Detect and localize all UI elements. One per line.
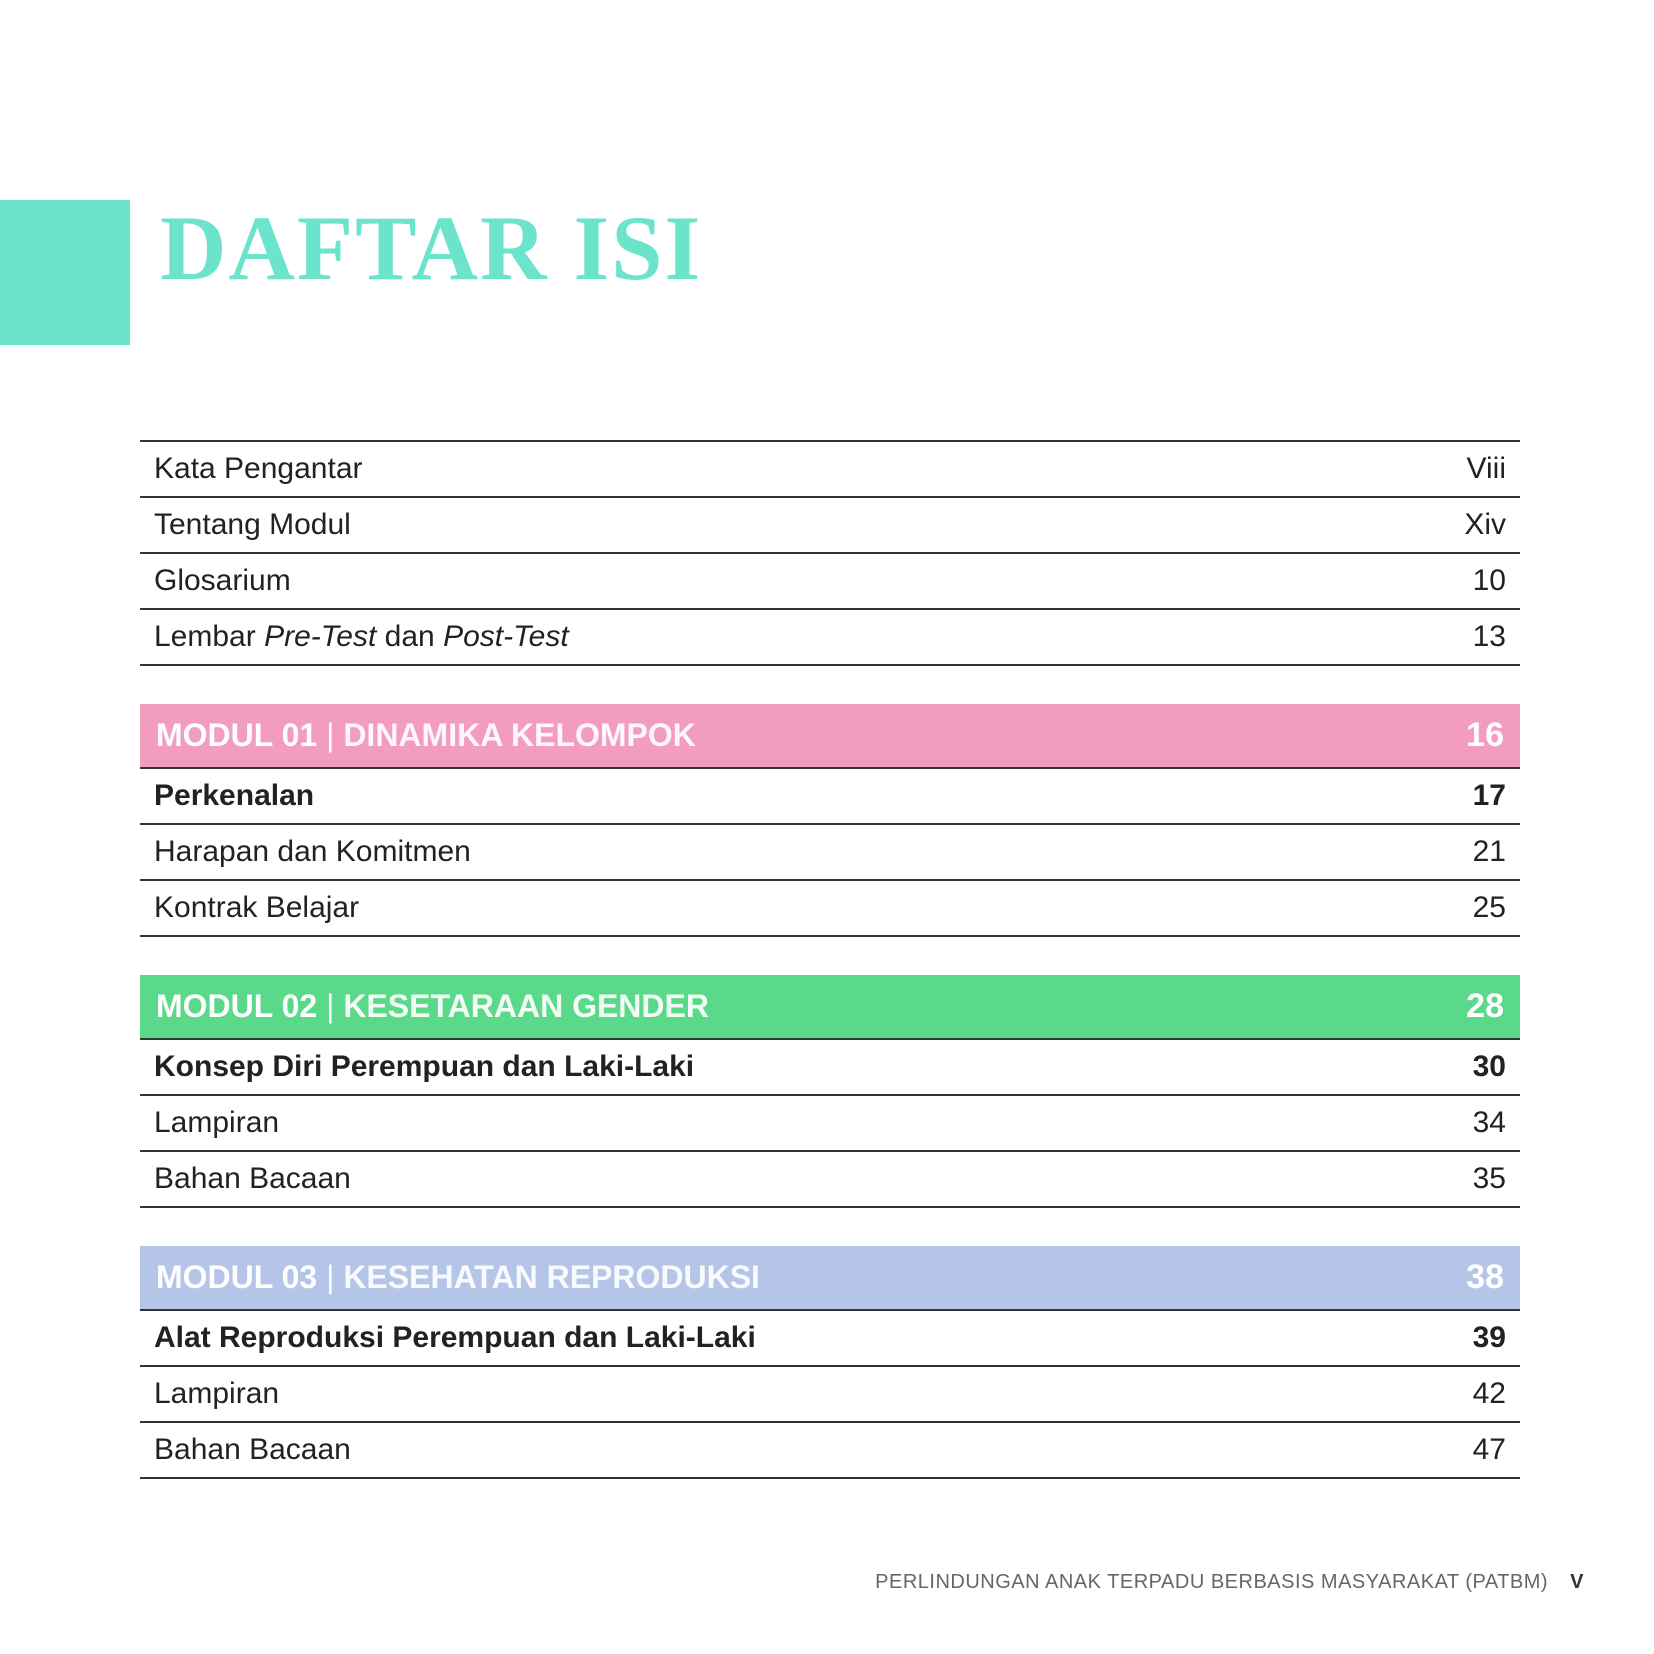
toc-row: Harapan dan Komitmen 21: [140, 823, 1520, 881]
toc-page: 13: [1473, 620, 1506, 654]
separator: |: [326, 1259, 343, 1295]
toc-label: Kata Pengantar: [154, 452, 363, 486]
module-header-01: MODUL 01 | DINAMIKA KELOMPOK 16: [140, 704, 1520, 767]
footer: PERLINDUNGAN ANAK TERPADU BERBASIS MASYA…: [875, 1571, 1584, 1594]
toc-label: Lampiran: [154, 1106, 279, 1140]
toc-page: 34: [1473, 1106, 1506, 1140]
module-title: DINAMIKA KELOMPOK: [343, 717, 696, 753]
module-header-03: MODUL 03 | KESEHATAN REPRODUKSI 38: [140, 1246, 1520, 1309]
toc-label: Konsep Diri Perempuan dan Laki-Laki: [154, 1050, 694, 1084]
toc-content: Kata Pengantar Viii Tentang Modul Xiv Gl…: [140, 440, 1520, 1477]
toc-label: Glosarium: [154, 564, 291, 598]
separator: |: [326, 988, 343, 1024]
toc-page: 42: [1473, 1377, 1506, 1411]
toc-row: Lembar Pre-Test dan Post-Test 13: [140, 608, 1520, 666]
module-header-02: MODUL 02 | KESETARAAN GENDER 28: [140, 975, 1520, 1038]
toc-page: 35: [1473, 1162, 1506, 1196]
toc-label: Perkenalan: [154, 779, 314, 813]
toc-page: Viii: [1467, 452, 1506, 486]
accent-block: [0, 200, 130, 345]
separator: |: [326, 717, 343, 753]
toc-label: Bahan Bacaan: [154, 1433, 351, 1467]
toc-row: Kontrak Belajar 25: [140, 879, 1520, 937]
toc-label: Tentang Modul: [154, 508, 351, 542]
toc-row: Kata Pengantar Viii: [140, 440, 1520, 498]
toc-row: Glosarium 10: [140, 552, 1520, 610]
toc-row: Alat Reproduksi Perempuan dan Laki-Laki …: [140, 1309, 1520, 1367]
page-title: DAFTAR ISI: [160, 195, 702, 301]
module-title: KESETARAAN GENDER: [343, 988, 709, 1024]
toc-page: Xiv: [1464, 508, 1506, 542]
toc-label: Harapan dan Komitmen: [154, 835, 471, 869]
toc-row: Bahan Bacaan 35: [140, 1150, 1520, 1208]
toc-page: 30: [1473, 1050, 1506, 1084]
module-label: MODUL 03: [156, 1259, 317, 1295]
toc-label: Bahan Bacaan: [154, 1162, 351, 1196]
toc-row: Konsep Diri Perempuan dan Laki-Laki 30: [140, 1038, 1520, 1096]
toc-row: Perkenalan 17: [140, 767, 1520, 825]
toc-label: Kontrak Belajar: [154, 891, 359, 925]
toc-page: 25: [1473, 891, 1506, 925]
module-label: MODUL 01: [156, 717, 317, 753]
module-page: 16: [1466, 716, 1504, 755]
module-label: MODUL 02: [156, 988, 317, 1024]
toc-page: 10: [1473, 564, 1506, 598]
toc-page: 17: [1473, 779, 1506, 813]
footer-page-number: V: [1570, 1571, 1584, 1593]
toc-row: Lampiran 34: [140, 1094, 1520, 1152]
toc-label: Alat Reproduksi Perempuan dan Laki-Laki: [154, 1321, 756, 1355]
toc-label: Lampiran: [154, 1377, 279, 1411]
toc-row: Bahan Bacaan 47: [140, 1421, 1520, 1479]
toc-row: Lampiran 42: [140, 1365, 1520, 1423]
module-page: 28: [1466, 987, 1504, 1026]
module-page: 38: [1466, 1258, 1504, 1297]
footer-text: PERLINDUNGAN ANAK TERPADU BERBASIS MASYA…: [875, 1571, 1548, 1593]
toc-row: Tentang Modul Xiv: [140, 496, 1520, 554]
toc-page: 39: [1473, 1321, 1506, 1355]
module-title: KESEHATAN REPRODUKSI: [343, 1259, 760, 1295]
toc-page: 47: [1473, 1433, 1506, 1467]
toc-label: Lembar Pre-Test dan Post-Test: [154, 620, 569, 654]
toc-page: 21: [1473, 835, 1506, 869]
